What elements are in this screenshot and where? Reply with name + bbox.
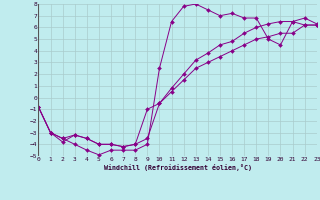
X-axis label: Windchill (Refroidissement éolien,°C): Windchill (Refroidissement éolien,°C): [104, 164, 252, 171]
